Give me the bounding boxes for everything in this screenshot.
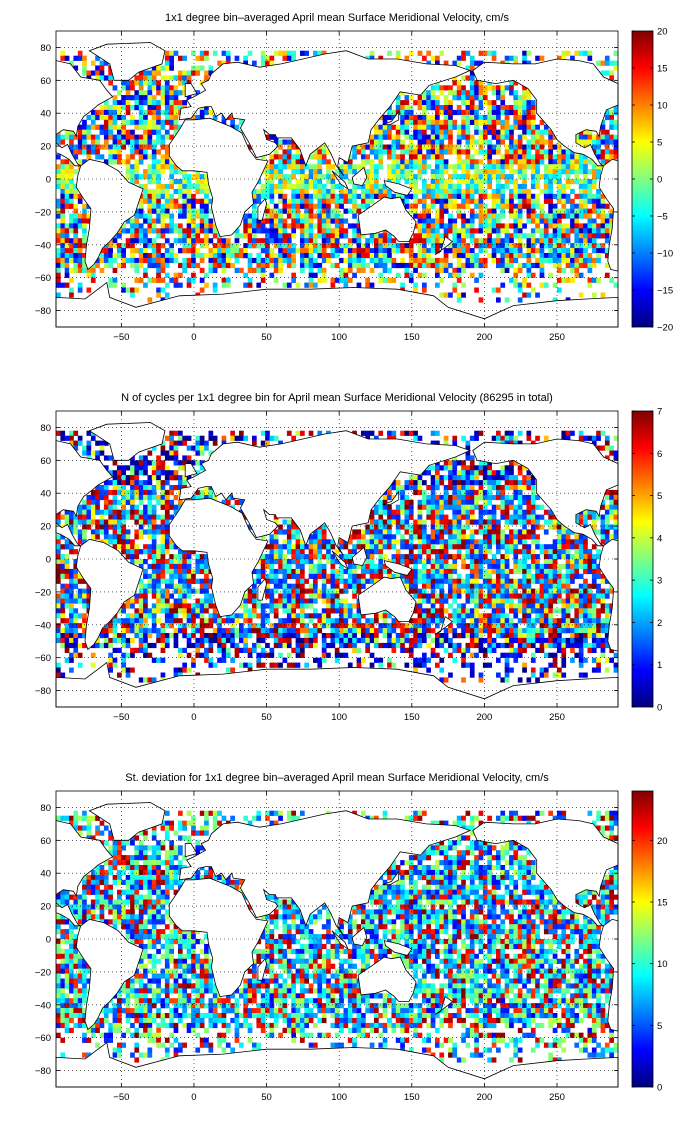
colorbar-tick-label: −10 <box>657 249 673 260</box>
colorbar-tick-label: 0 <box>657 1083 662 1094</box>
colorbar-tick-label: 20 <box>657 27 668 38</box>
y-tick-label: 40 <box>40 489 51 500</box>
y-tick-label: −40 <box>35 240 51 251</box>
colorbar <box>631 30 654 328</box>
chart-title: 1x1 degree bin–averaged April mean Surfa… <box>165 12 510 24</box>
x-tick-label: 200 <box>476 332 492 343</box>
colorbar-tick-label: 5 <box>657 1021 662 1032</box>
chart-title: St. deviation for 1x1 degree bin–average… <box>125 772 549 784</box>
colorbar-tick-label: −15 <box>657 286 673 297</box>
y-tick-label: −80 <box>35 686 51 697</box>
colorbar-tick-label: 0 <box>657 175 662 186</box>
x-tick-label: 0 <box>191 332 196 343</box>
y-tick-label: 20 <box>40 522 51 533</box>
colorbar-tick-label: 7 <box>657 407 662 418</box>
y-tick-label: 20 <box>40 902 51 913</box>
colorbar-tick-label: 15 <box>657 898 668 909</box>
y-tick-label: 60 <box>40 836 51 847</box>
grid-lines <box>56 411 618 707</box>
grid-lines <box>56 31 618 327</box>
x-tick-label: 250 <box>549 1092 565 1103</box>
panel-cycle-count: N of cycles per 1x1 degree bin for April… <box>0 380 696 760</box>
y-tick-label: 80 <box>40 423 51 434</box>
y-tick-label: −60 <box>35 273 51 284</box>
heatmap-cells <box>56 50 619 303</box>
x-tick-label: 250 <box>549 332 565 343</box>
y-tick-label: −40 <box>35 1000 51 1011</box>
x-tick-label: −50 <box>113 1092 129 1103</box>
y-tick-label: 20 <box>40 142 51 153</box>
colorbar-tick-label: 10 <box>657 959 668 970</box>
y-tick-label: 40 <box>40 869 51 880</box>
x-tick-label: 250 <box>549 712 565 723</box>
colorbar-tick-label: 0 <box>657 703 662 714</box>
chart-title: N of cycles per 1x1 degree bin for April… <box>121 392 553 404</box>
colorbar-tick-label: 6 <box>657 449 662 460</box>
x-tick-label: 100 <box>331 712 347 723</box>
panel-meridional-velocity: 1x1 degree bin–averaged April mean Surfa… <box>0 0 696 380</box>
colorbar-tick-label: 5 <box>657 491 662 502</box>
colorbar-tick-label: 4 <box>657 533 662 544</box>
chart-cycle-count: N of cycles per 1x1 degree bin for April… <box>35 392 662 723</box>
x-tick-label: 150 <box>404 1092 420 1103</box>
colorbar-tick-label: −5 <box>657 212 668 223</box>
colorbar-tick-label: 3 <box>657 576 662 587</box>
heatmap-cells <box>56 430 619 683</box>
x-tick-label: 50 <box>261 712 272 723</box>
colorbar-tick-label: 5 <box>657 138 662 149</box>
colorbar-tick-label: 1 <box>657 660 662 671</box>
y-tick-label: 80 <box>40 803 51 814</box>
heatmap-cells <box>56 810 619 1063</box>
x-tick-label: 0 <box>191 1092 196 1103</box>
x-tick-label: 200 <box>476 1092 492 1103</box>
y-tick-label: −20 <box>35 207 51 218</box>
colorbar-tick-label: 2 <box>657 618 662 629</box>
x-tick-label: −50 <box>113 712 129 723</box>
x-tick-label: 100 <box>331 1092 347 1103</box>
y-tick-label: 0 <box>46 935 51 946</box>
x-tick-label: 100 <box>331 332 347 343</box>
chart-meridional-velocity: 1x1 degree bin–averaged April mean Surfa… <box>35 12 673 343</box>
colorbar-tick-label: 10 <box>657 101 668 112</box>
x-tick-label: 200 <box>476 712 492 723</box>
y-tick-label: 80 <box>40 43 51 54</box>
y-tick-label: −60 <box>35 1033 51 1044</box>
colorbar-tick-label: 15 <box>657 64 668 75</box>
x-tick-label: 50 <box>261 1092 272 1103</box>
panel-std-deviation: St. deviation for 1x1 degree bin–average… <box>0 760 696 1140</box>
colorbar-tick-label: 20 <box>657 836 668 847</box>
y-tick-label: 60 <box>40 76 51 87</box>
colorbar <box>631 790 654 1088</box>
grid-lines <box>56 791 618 1087</box>
colorbar-tick-label: −20 <box>657 323 673 334</box>
x-tick-label: 50 <box>261 332 272 343</box>
y-tick-label: 60 <box>40 456 51 467</box>
y-tick-label: −80 <box>35 1066 51 1077</box>
x-tick-label: 150 <box>404 712 420 723</box>
y-tick-label: −80 <box>35 306 51 317</box>
chart-std-deviation: St. deviation for 1x1 degree bin–average… <box>35 772 668 1103</box>
y-tick-label: 0 <box>46 555 51 566</box>
y-tick-label: 0 <box>46 175 51 186</box>
colorbar <box>631 410 654 708</box>
y-tick-label: 40 <box>40 109 51 120</box>
x-tick-label: −50 <box>113 332 129 343</box>
x-tick-label: 150 <box>404 332 420 343</box>
y-tick-label: −20 <box>35 967 51 978</box>
y-tick-label: −20 <box>35 587 51 598</box>
y-tick-label: −40 <box>35 620 51 631</box>
y-tick-label: −60 <box>35 653 51 664</box>
x-tick-label: 0 <box>191 712 196 723</box>
